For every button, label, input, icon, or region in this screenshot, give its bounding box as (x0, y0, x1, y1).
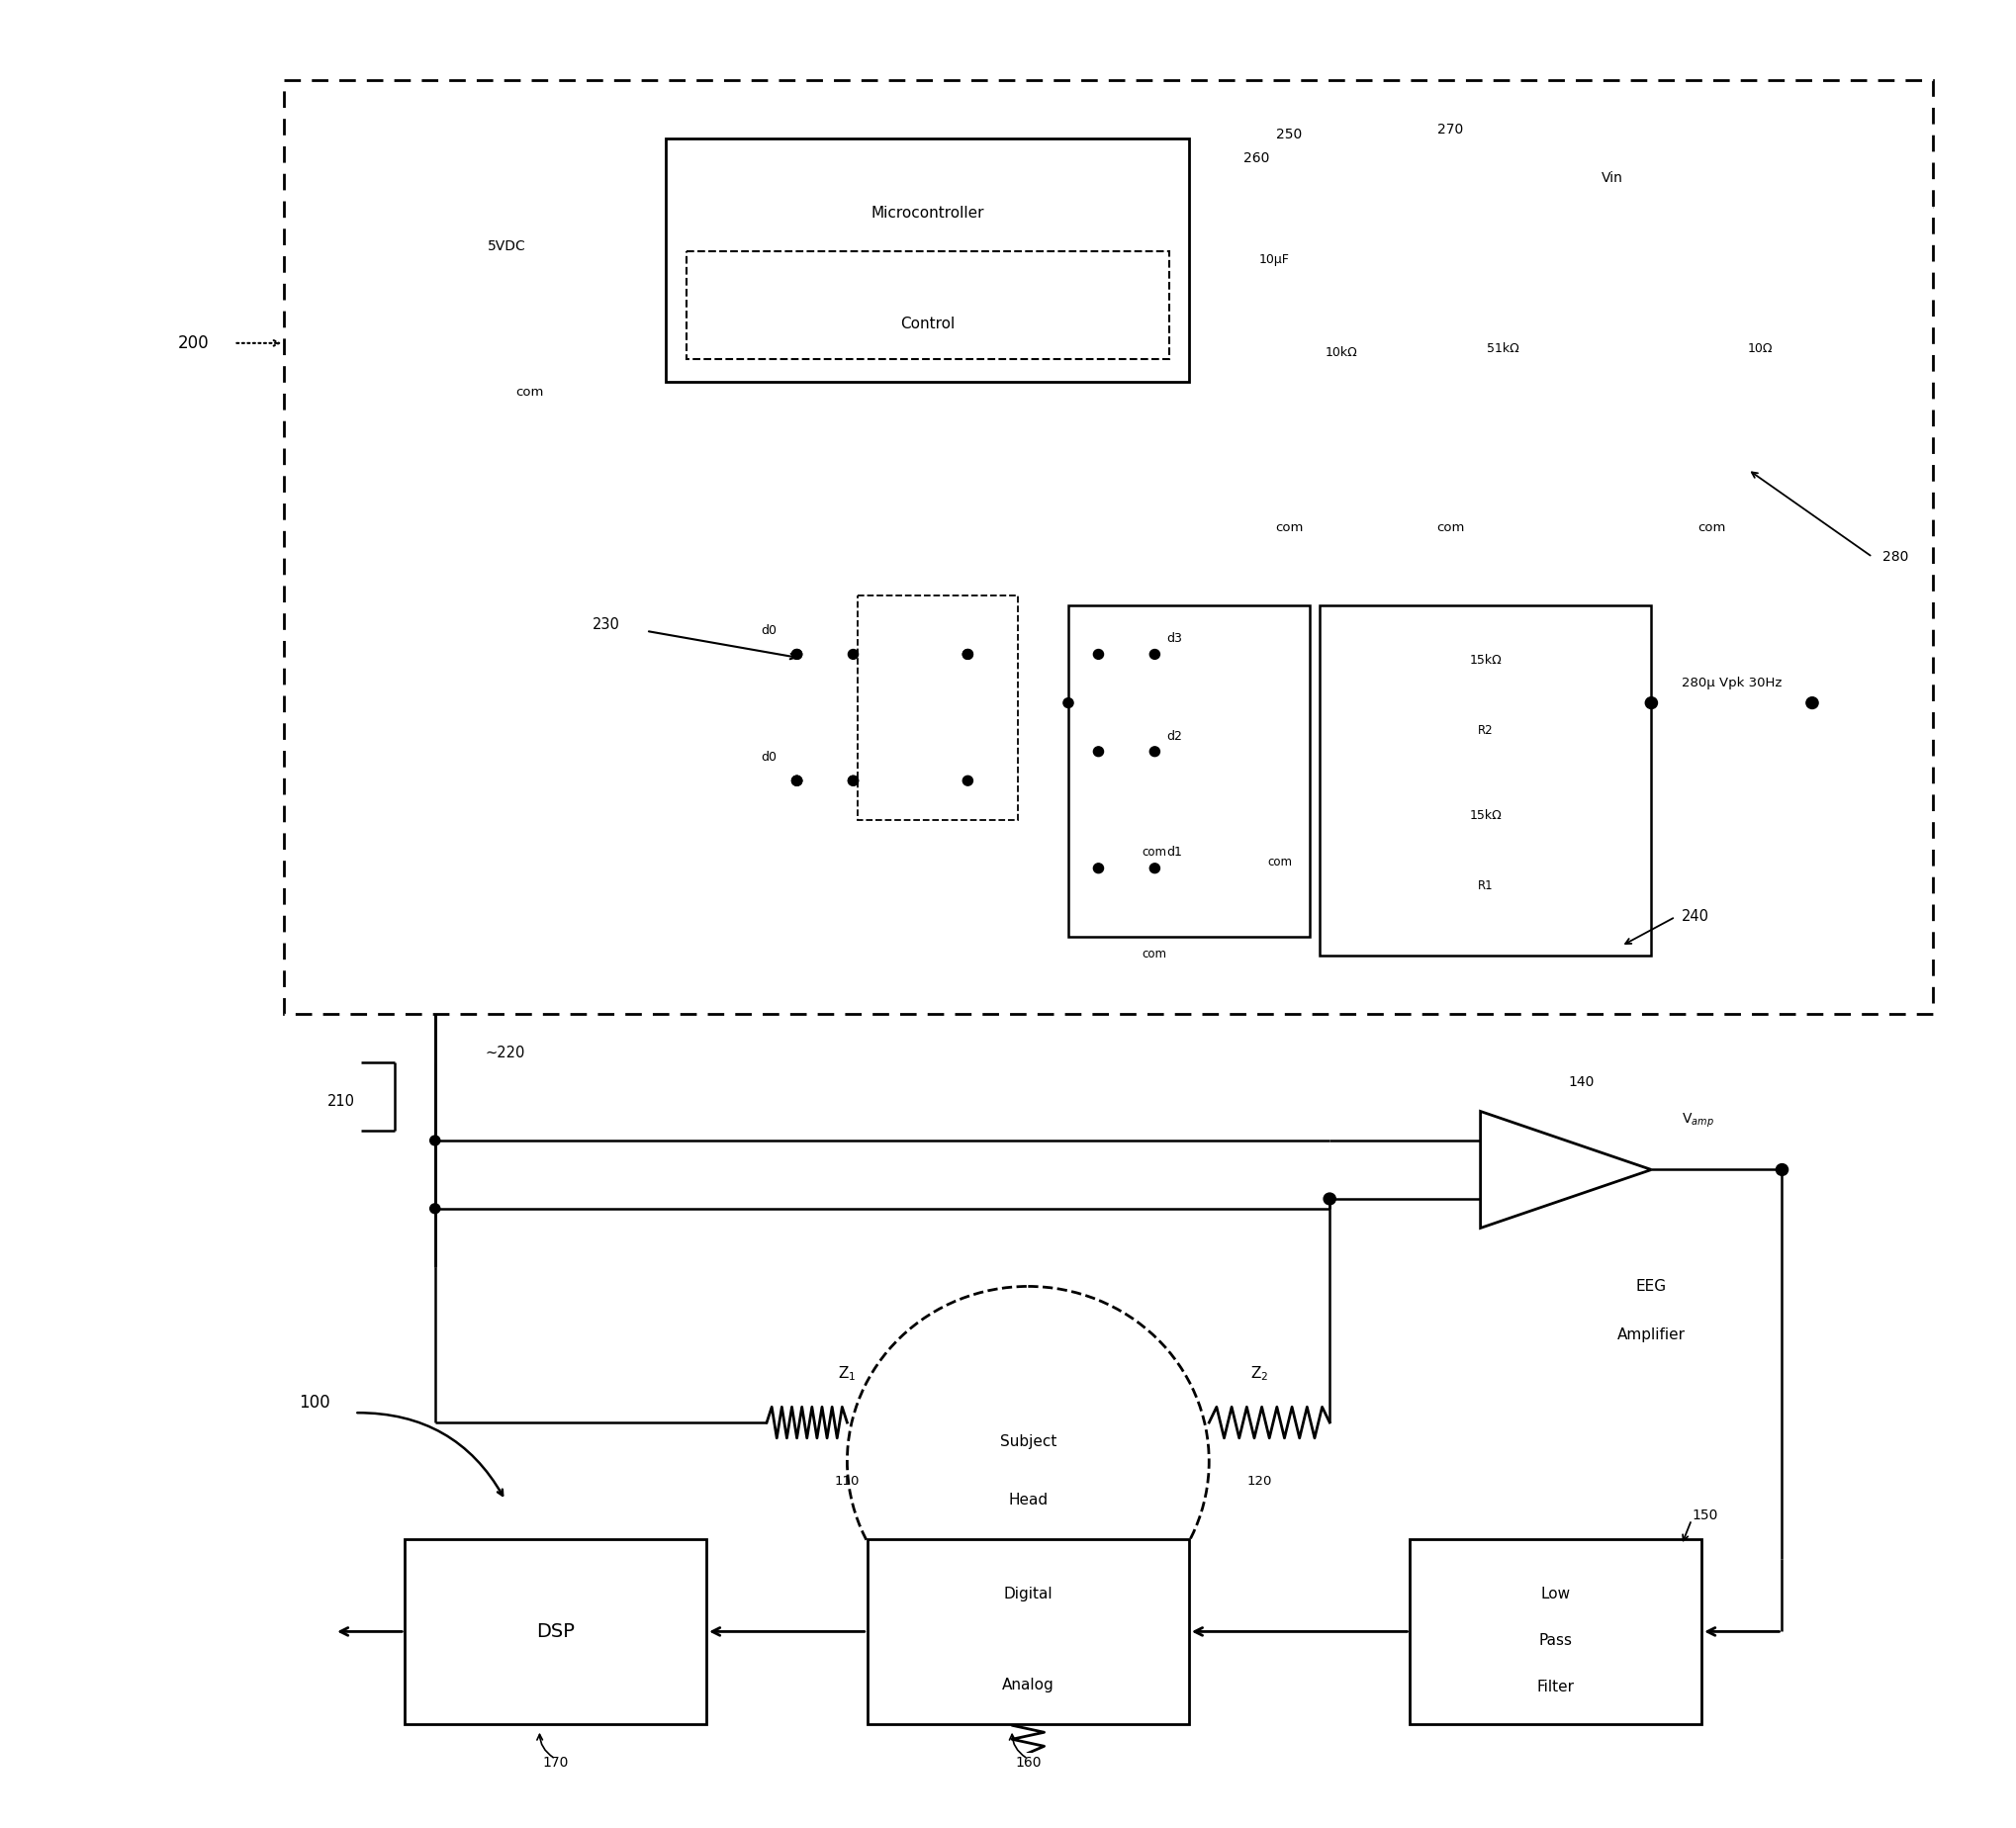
Circle shape (1325, 1194, 1337, 1205)
Bar (685, 252, 1169, 358)
Text: Head: Head (1008, 1493, 1048, 1508)
Bar (405, 1539, 706, 1724)
Text: 10kΩ: 10kΩ (1327, 345, 1359, 360)
Circle shape (964, 649, 974, 660)
Circle shape (792, 649, 802, 660)
Text: EEG: EEG (1635, 1280, 1667, 1294)
Text: 10Ω: 10Ω (1748, 342, 1774, 355)
Circle shape (849, 775, 859, 786)
Text: Low: Low (1540, 1587, 1570, 1601)
Circle shape (1806, 696, 1818, 709)
Text: Subject: Subject (1000, 1435, 1056, 1450)
Circle shape (429, 1135, 439, 1146)
Circle shape (849, 775, 859, 786)
Text: com: com (1266, 856, 1292, 868)
Circle shape (792, 775, 802, 786)
Text: com: com (1143, 846, 1167, 859)
Text: Microcontroller: Microcontroller (871, 205, 984, 219)
Bar (1409, 1539, 1702, 1724)
Text: d3: d3 (1167, 632, 1183, 645)
Text: 170: 170 (542, 1757, 569, 1770)
Text: d0: d0 (760, 751, 776, 764)
Text: 250: 250 (1276, 128, 1302, 143)
Circle shape (1093, 746, 1103, 757)
Text: com: com (516, 386, 544, 399)
Text: 10μF: 10μF (1260, 252, 1290, 265)
Text: 110: 110 (835, 1475, 859, 1488)
Text: 51kΩ: 51kΩ (1486, 342, 1518, 355)
Text: Z$_1$: Z$_1$ (839, 1366, 857, 1384)
Text: 230: 230 (593, 618, 619, 632)
Text: com: com (1697, 521, 1726, 534)
Text: 280: 280 (1883, 550, 1909, 565)
Circle shape (1093, 863, 1103, 874)
Circle shape (792, 775, 802, 786)
Text: 120: 120 (1246, 1475, 1272, 1488)
Circle shape (964, 649, 974, 660)
Circle shape (1149, 746, 1159, 757)
Text: Digital: Digital (1004, 1587, 1052, 1601)
Text: V$_{amp}$: V$_{amp}$ (1681, 1111, 1714, 1130)
Circle shape (1149, 649, 1159, 660)
Text: R2: R2 (1478, 724, 1494, 737)
Bar (665, 139, 1189, 382)
Circle shape (1093, 649, 1103, 660)
Text: 15kΩ: 15kΩ (1470, 810, 1502, 823)
Text: com: com (1276, 521, 1304, 534)
Text: 140: 140 (1568, 1075, 1595, 1089)
Text: d0: d0 (760, 625, 776, 638)
Circle shape (792, 775, 802, 786)
Text: 130: 130 (974, 1640, 998, 1653)
Bar (857, 596, 1018, 819)
Text: com: com (1435, 521, 1464, 534)
Text: 210: 210 (327, 1095, 355, 1110)
Text: 100: 100 (298, 1395, 331, 1411)
Text: 270: 270 (1437, 122, 1464, 135)
Text: 150: 150 (1691, 1508, 1718, 1523)
Text: 15kΩ: 15kΩ (1470, 654, 1502, 667)
Text: R1: R1 (1478, 879, 1494, 892)
Text: Amplifier: Amplifier (1617, 1327, 1685, 1342)
Text: Control: Control (901, 316, 956, 331)
Text: Z$_c$: Z$_c$ (1068, 1685, 1087, 1704)
Circle shape (964, 775, 974, 786)
Circle shape (849, 649, 859, 660)
Text: 160: 160 (1014, 1757, 1040, 1770)
Text: Filter: Filter (1536, 1680, 1574, 1695)
Text: com: com (1143, 947, 1167, 960)
Text: 280μ Vpk 30Hz: 280μ Vpk 30Hz (1681, 676, 1782, 689)
Text: Z$_2$: Z$_2$ (1250, 1366, 1268, 1384)
Circle shape (1776, 1164, 1788, 1175)
Text: d2: d2 (1167, 729, 1183, 742)
Circle shape (429, 1203, 439, 1214)
Circle shape (1149, 863, 1159, 874)
Text: 5VDC: 5VDC (488, 239, 526, 252)
Text: Pass: Pass (1538, 1632, 1572, 1647)
Text: d1: d1 (1167, 846, 1183, 859)
Text: ~220: ~220 (486, 1046, 526, 1060)
Circle shape (792, 649, 802, 660)
Text: DSP: DSP (536, 1621, 575, 1642)
Bar (1068, 605, 1310, 936)
Text: Vin: Vin (1601, 170, 1623, 185)
Bar (867, 1539, 1189, 1724)
Circle shape (1062, 698, 1073, 707)
Text: 240: 240 (1681, 909, 1710, 925)
Bar (284, 80, 1933, 1015)
Text: Analog: Analog (1002, 1678, 1054, 1693)
Text: 260: 260 (1244, 152, 1270, 165)
Bar (1320, 605, 1651, 956)
Circle shape (1645, 696, 1657, 709)
Text: 200: 200 (177, 335, 210, 353)
